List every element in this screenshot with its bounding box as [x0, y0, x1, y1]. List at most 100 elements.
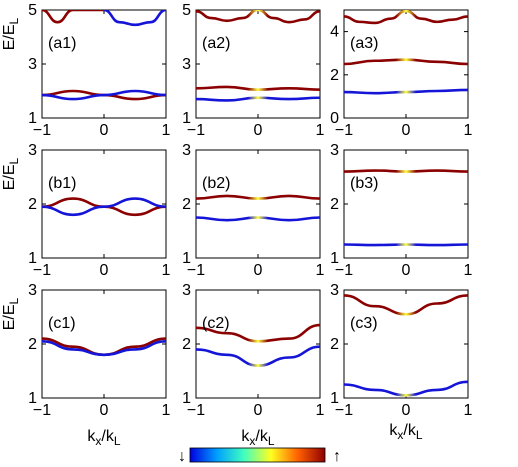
y-tick-label: 3: [28, 142, 37, 159]
y-tick-label: 1: [28, 250, 37, 267]
panel-frame: [195, 9, 321, 119]
panel-c3: −1 0 1 1 2 3 (c3): [330, 282, 472, 419]
x-tick-label: −1: [335, 122, 353, 139]
band-curve: [42, 10, 74, 24]
panel-b3: −1 0 1 1 2 3 (b3): [330, 142, 472, 279]
x-tick-label: −1: [335, 402, 353, 419]
x-tick-label: 0: [100, 402, 109, 419]
panel-label: (c3): [350, 315, 378, 332]
band-curve: [196, 323, 320, 343]
y-tick-label: 3: [182, 56, 191, 73]
x-tick-label: −1: [33, 122, 51, 139]
panel-c1: −1 0 1 1 2 3 (c1): [28, 282, 170, 419]
y-tick-label: 1: [330, 390, 339, 407]
panel-frame: [343, 289, 469, 399]
y-tick-label: 1: [182, 390, 191, 407]
y-tick-label: 5: [182, 2, 191, 19]
y-tick-label: 1: [28, 110, 37, 127]
band-curve: [344, 58, 468, 66]
x-tick-label: 0: [402, 262, 411, 279]
panel-frame: [41, 9, 167, 119]
x-tick-label: 1: [464, 402, 473, 419]
band-curve: [196, 96, 320, 102]
x-tick-label: 1: [464, 262, 473, 279]
x-tick-label: 1: [316, 122, 325, 139]
y-axis-label-row3: E/EL: [1, 297, 21, 330]
x-tick-label: −1: [187, 122, 205, 139]
y-axis-label-row1: E/EL: [1, 17, 21, 50]
x-tick-label: −1: [187, 402, 205, 419]
x-tick-label: −1: [33, 402, 51, 419]
y-tick-label: 3: [28, 56, 37, 73]
band-curve: [196, 194, 320, 200]
band-curve: [103, 10, 166, 27]
panel-label: (c2): [202, 315, 230, 332]
y-tick-label: 4: [330, 24, 339, 41]
x-tick-label: 0: [100, 122, 109, 139]
band-curve: [196, 10, 320, 24]
panel-frame: [195, 149, 321, 259]
y-tick-label: 1: [182, 110, 191, 127]
y-axis-label-row2: E/EL: [1, 157, 21, 190]
panel-frame: [195, 289, 321, 399]
panel-label: (b3): [350, 175, 378, 192]
band-curve: [42, 340, 166, 357]
panel-label: (a2): [202, 35, 230, 52]
y-tick-label: 2: [182, 196, 191, 213]
x-axis-label-col3: kx/kL: [389, 422, 422, 442]
y-tick-label: 2: [182, 336, 191, 353]
y-tick-label: 2: [330, 336, 339, 353]
band-curve: [196, 216, 320, 222]
y-tick-label: 1: [182, 250, 191, 267]
x-tick-label: 1: [162, 262, 171, 279]
x-tick-label: 0: [254, 262, 263, 279]
panel-a2: −1 0 1 1 3 5 (a2): [182, 2, 324, 139]
band-curve: [42, 89, 166, 101]
spin-colorbar: ↓ ↑: [178, 447, 341, 465]
y-tick-label: 2: [330, 196, 339, 213]
band-curve: [42, 197, 166, 217]
x-axis-label-col1: kx/kL: [87, 428, 120, 448]
y-tick-label: 5: [28, 2, 37, 19]
colorbar-gradient: [189, 447, 326, 463]
panel-frame: [343, 149, 469, 259]
panel-c2: −1 0 1 1 2 3 (c2): [182, 282, 324, 419]
panel-frame: [343, 9, 469, 119]
x-tick-label: 0: [402, 122, 411, 139]
panel-label: (a3): [350, 35, 378, 52]
x-tick-label: 0: [100, 262, 109, 279]
x-tick-label: 0: [402, 402, 411, 419]
x-tick-label: 1: [162, 122, 171, 139]
panel-frame: [41, 149, 167, 259]
y-tick-label: 3: [182, 282, 191, 299]
band-curve: [344, 294, 468, 316]
panel-label: (a1): [48, 35, 76, 52]
y-tick-label: 3: [182, 142, 191, 159]
y-tick-label: 3: [330, 282, 339, 299]
y-tick-label: 2: [28, 196, 37, 213]
band-curve: [344, 380, 468, 397]
y-tick-label: 1: [28, 390, 37, 407]
x-tick-label: −1: [187, 262, 205, 279]
y-tick-label: 2: [330, 67, 339, 84]
y-tick-label: 3: [330, 142, 339, 159]
x-tick-label: −1: [335, 262, 353, 279]
y-tick-label: 0: [330, 110, 339, 127]
x-tick-label: −1: [33, 262, 51, 279]
x-tick-label: 0: [254, 122, 263, 139]
y-tick-label: 3: [28, 282, 37, 299]
colorbar-high-label: ↑: [333, 448, 341, 465]
panel-a1: −1 0 1 1 3 5 (a1): [28, 2, 170, 139]
band-curve: [196, 85, 320, 91]
x-tick-label: 0: [254, 402, 263, 419]
x-tick-label: 1: [162, 402, 171, 419]
panel-b2: −1 0 1 1 2 3 (b2): [182, 142, 324, 279]
colorbar-low-label: ↓: [178, 448, 186, 465]
band-curve: [196, 345, 320, 367]
x-tick-label: 1: [464, 122, 473, 139]
band-curve: [344, 10, 468, 25]
band-curve: [344, 88, 468, 95]
band-curve: [344, 169, 468, 173]
